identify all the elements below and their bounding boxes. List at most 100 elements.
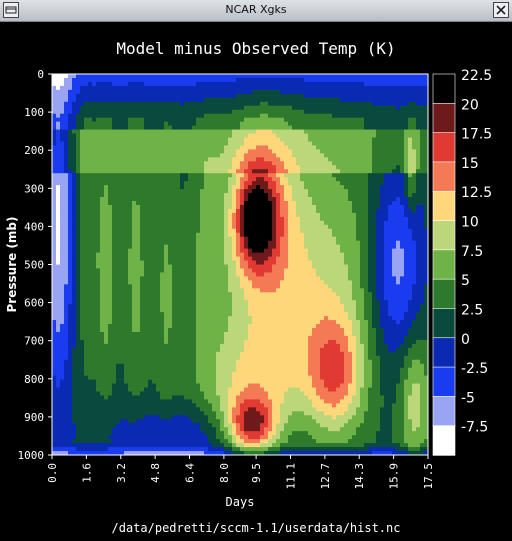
heatmap-cell xyxy=(180,86,185,90)
heatmap-cell xyxy=(232,122,237,126)
heatmap-cell xyxy=(204,229,209,233)
heatmap-cell xyxy=(216,209,221,213)
heatmap-cell xyxy=(388,126,393,130)
heatmap-cell xyxy=(184,241,189,245)
heatmap-cell xyxy=(360,82,365,86)
heatmap-cell xyxy=(288,245,293,249)
heatmap-cell xyxy=(164,122,169,126)
heatmap-cell xyxy=(192,145,197,149)
heatmap-cell xyxy=(84,280,89,284)
heatmap-cell xyxy=(328,241,333,245)
heatmap-cell xyxy=(184,177,189,181)
heatmap-cell xyxy=(328,102,333,106)
heatmap-cell xyxy=(52,90,57,94)
heatmap-cell xyxy=(52,221,57,225)
heatmap-cell xyxy=(260,265,265,269)
heatmap-cell xyxy=(392,233,397,237)
heatmap-cell xyxy=(224,82,229,86)
heatmap-cell xyxy=(356,272,361,276)
heatmap-cell xyxy=(304,86,309,90)
heatmap-cell xyxy=(240,118,245,122)
heatmap-cell xyxy=(268,122,273,126)
heatmap-cell xyxy=(308,221,313,225)
heatmap-cell xyxy=(152,268,157,272)
heatmap-cell xyxy=(184,280,189,284)
heatmap-cell xyxy=(228,205,233,209)
heatmap-cell xyxy=(204,74,209,78)
heatmap-cell xyxy=(132,173,137,177)
heatmap-cell xyxy=(412,110,417,114)
heatmap-cell xyxy=(300,253,305,257)
heatmap-cell xyxy=(116,138,121,142)
close-button[interactable] xyxy=(493,2,509,18)
heatmap-cell xyxy=(52,177,57,181)
heatmap-cell xyxy=(376,245,381,249)
heatmap-cell xyxy=(316,122,321,126)
heatmap-cell xyxy=(336,241,341,245)
heatmap-cell xyxy=(388,185,393,189)
heatmap-cell xyxy=(368,245,373,249)
heatmap-cell xyxy=(288,229,293,233)
heatmap-cell xyxy=(248,221,253,225)
heatmap-cell xyxy=(252,257,257,261)
heatmap-cell xyxy=(120,177,125,181)
heatmap-cell xyxy=(132,118,137,122)
heatmap-cell xyxy=(56,161,61,165)
heatmap-cell xyxy=(300,74,305,78)
heatmap-cell xyxy=(276,185,281,189)
heatmap-cell xyxy=(184,217,189,221)
heatmap-cell xyxy=(200,138,205,142)
heatmap-cell xyxy=(384,268,389,272)
heatmap-cell xyxy=(116,145,121,149)
heatmap-cell xyxy=(348,82,353,86)
heatmap-cell xyxy=(88,177,93,181)
heatmap-cell xyxy=(268,173,273,177)
heatmap-cell xyxy=(168,153,173,157)
heatmap-cell xyxy=(420,134,425,138)
heatmap-cell xyxy=(324,225,329,229)
heatmap-cell xyxy=(328,233,333,237)
heatmap-cell xyxy=(72,272,77,276)
heatmap-cell xyxy=(200,161,205,165)
heatmap-cell xyxy=(312,177,317,181)
heatmap-cell xyxy=(244,197,249,201)
heatmap-cell xyxy=(232,193,237,197)
heatmap-cell xyxy=(316,90,321,94)
heatmap-cell xyxy=(236,193,241,197)
heatmap-cell xyxy=(96,78,101,82)
heatmap-cell xyxy=(208,86,213,90)
heatmap-cell xyxy=(64,181,69,185)
heatmap-cell xyxy=(284,185,289,189)
heatmap-cell xyxy=(52,106,57,110)
heatmap-cell xyxy=(340,185,345,189)
heatmap-cell xyxy=(152,253,157,257)
heatmap-cell xyxy=(212,82,217,86)
heatmap-cell xyxy=(404,280,409,284)
heatmap-cell xyxy=(340,197,345,201)
heatmap-cell xyxy=(200,233,205,237)
heatmap-cell xyxy=(352,141,357,145)
heatmap-cell xyxy=(360,185,365,189)
title-bar[interactable]: NCAR Xgks xyxy=(0,0,512,22)
heatmap-cell xyxy=(372,86,377,90)
heatmap-cell xyxy=(400,185,405,189)
heatmap-cell xyxy=(204,169,209,173)
heatmap-cell xyxy=(320,86,325,90)
heatmap-cell xyxy=(280,161,285,165)
heatmap-cell xyxy=(320,276,325,280)
heatmap-cell xyxy=(56,141,61,145)
heatmap-cell xyxy=(372,126,377,130)
heatmap-cell xyxy=(252,141,257,145)
heatmap-cell xyxy=(80,74,85,78)
heatmap-cell xyxy=(208,225,213,229)
heatmap-cell xyxy=(96,177,101,181)
heatmap-cell xyxy=(172,221,177,225)
heatmap-cell xyxy=(324,118,329,122)
heatmap-cell xyxy=(380,261,385,265)
heatmap-cell xyxy=(200,173,205,177)
heatmap-cell xyxy=(76,118,81,122)
heatmap-cell xyxy=(332,229,337,233)
heatmap-cell xyxy=(264,110,269,114)
heatmap-cell xyxy=(328,193,333,197)
heatmap-cell xyxy=(296,161,301,165)
